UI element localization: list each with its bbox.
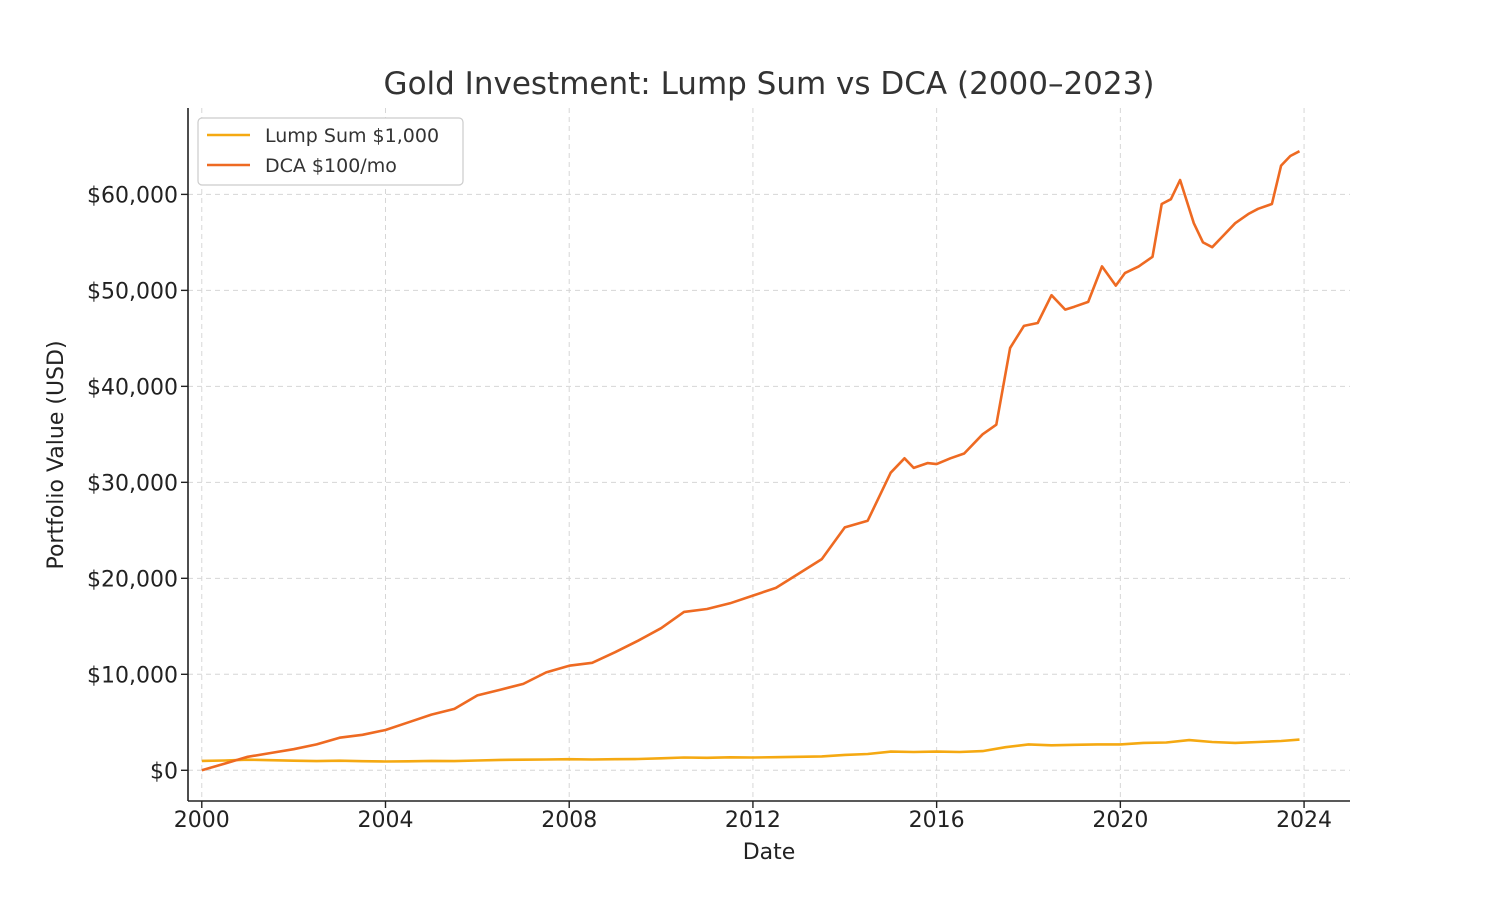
lump-sum-line [201,738,1300,763]
y-tick-label: $0 [150,759,178,784]
axes [187,108,1350,802]
y-tick-label: $40,000 [87,375,178,400]
dca-line [201,150,1301,772]
legend-label-lump-sum: Lump Sum $1,000 [265,125,439,147]
y-tick-label: $30,000 [87,471,178,496]
x-tick-label: 2020 [1092,808,1148,833]
legend-label-dca: DCA $100/mo [265,155,397,177]
y-axis-label: Portfolio Value (USD) [44,340,69,569]
x-tick-label: 2004 [357,808,413,833]
x-tick-label: 2000 [174,808,230,833]
y-tick-label: $20,000 [87,567,178,592]
y-tick-label: $60,000 [87,183,178,208]
x-tick-label: 2008 [541,808,597,833]
x-tick-label: 2024 [1276,808,1332,833]
x-tick-label: 2012 [725,808,781,833]
x-axis-ticks: 2000 2004 2008 2012 2016 2020 2024 [174,801,1332,833]
y-tick-label: $10,000 [87,663,178,688]
chart-title: Gold Investment: Lump Sum vs DCA (2000–2… [384,66,1155,102]
x-axis-label: Date [743,840,796,865]
legend: Lump Sum $1,000 DCA $100/mo [197,117,464,186]
x-tick-label: 2016 [909,808,965,833]
y-axis-ticks: $0 $10,000 $20,000 $30,000 $40,000 $50,000 $60… [87,183,188,784]
series-lines [201,150,1301,772]
y-tick-label: $50,000 [87,279,178,304]
legend-box [197,117,464,186]
grid-lines [188,108,1350,801]
